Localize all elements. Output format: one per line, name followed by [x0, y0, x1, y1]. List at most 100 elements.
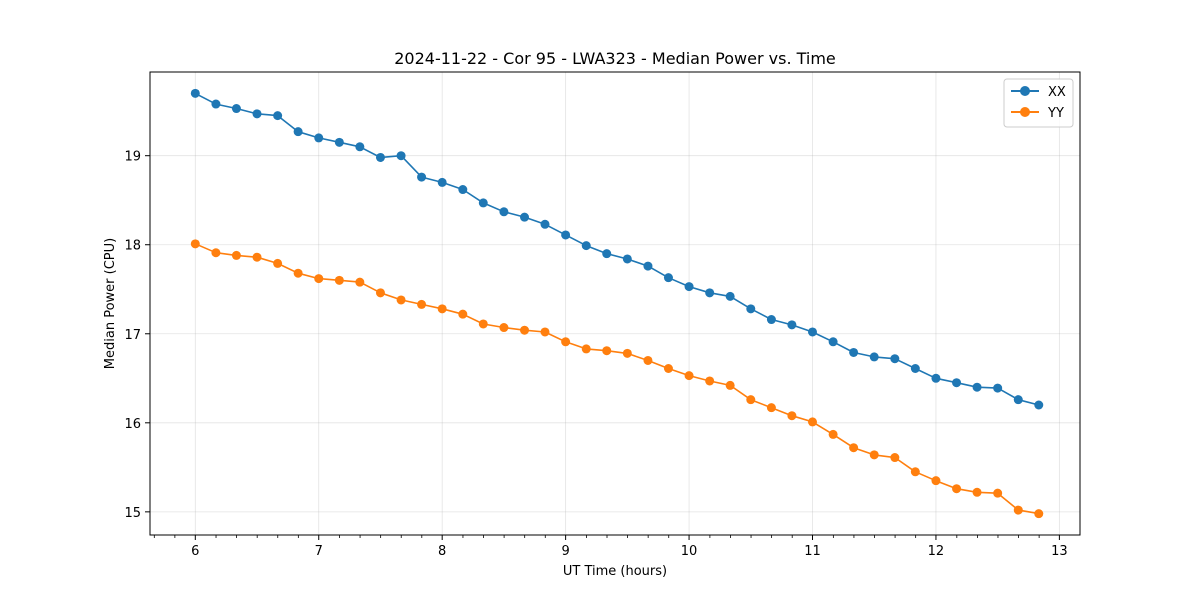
plot-frame: [149, 71, 1081, 536]
x-axis: 6 7 8 9 10 11 12 13: [153, 535, 1068, 559]
series-xx-point: [705, 288, 715, 298]
series-yy-point: [561, 337, 571, 347]
series-xx-point: [849, 347, 859, 357]
series-layer: [190, 88, 1044, 519]
series-yy-point: [273, 258, 283, 268]
series-xx-point: [787, 320, 797, 330]
series-xx-point: [458, 185, 468, 195]
series-yy-point: [643, 355, 653, 365]
series-xx-point: [252, 109, 262, 119]
y-axis-label: Median Power (CPU): [103, 238, 118, 369]
legend-yy-marker: [1020, 107, 1030, 117]
series-xx-point: [910, 363, 920, 373]
series-yy-point: [890, 453, 900, 463]
x-tick-label: 10: [681, 544, 698, 559]
series-xx-point: [972, 382, 982, 392]
series-yy-point: [1013, 505, 1023, 515]
series-xx-point: [890, 354, 900, 364]
series-yy-point: [252, 252, 262, 262]
series-yy-point: [828, 429, 838, 439]
series-xx-point: [211, 99, 221, 109]
legend-yy-label: YY: [1047, 106, 1064, 121]
series-yy-point: [458, 309, 468, 319]
series-yy-point: [478, 319, 488, 329]
series-xx-point: [478, 198, 488, 208]
series-yy-point: [869, 450, 879, 460]
series-xx-point: [540, 219, 550, 229]
series-xx-point: [273, 111, 283, 121]
x-tick-label: 13: [1051, 544, 1068, 559]
series-yy-point: [1034, 509, 1044, 519]
series-yy-point: [396, 295, 406, 305]
series-yy-point: [334, 275, 344, 285]
series-yy-point: [952, 484, 962, 494]
series-yy-point: [663, 363, 673, 373]
series-yy-point: [972, 487, 982, 497]
series-yy-point: [520, 325, 530, 335]
series-xx-point: [561, 230, 571, 240]
series-xx-point: [602, 249, 612, 259]
series-yy-point: [725, 380, 735, 390]
legend-xx-label: XX: [1048, 85, 1066, 100]
chart-title: 2024-11-22 - Cor 95 - LWA323 - Median Po…: [394, 49, 836, 68]
series-yy-point: [499, 323, 509, 333]
series-xx-point: [396, 151, 406, 161]
series-xx-point: [1013, 395, 1023, 405]
series-yy-point: [375, 288, 385, 298]
series-xx-point: [766, 315, 776, 325]
x-tick-label: 11: [804, 544, 821, 559]
series-yy-point: [746, 395, 756, 405]
series-xx-point: [520, 212, 530, 222]
series-yy-point: [437, 304, 447, 314]
series-xx-point: [993, 383, 1003, 393]
series-yy-point: [766, 403, 776, 413]
series-xx-point: [334, 137, 344, 147]
series-xx-point: [663, 273, 673, 283]
y-tick-label: 19: [124, 150, 141, 165]
y-axis: 15 16 17 18 19: [124, 150, 150, 521]
series-xx-point: [231, 104, 241, 114]
series-xx-point: [1034, 400, 1044, 410]
series-xx-point: [499, 207, 509, 217]
legend-xx-marker: [1020, 86, 1030, 96]
series-xx-point: [581, 241, 591, 251]
grid: [150, 72, 1080, 535]
series-yy-point: [622, 348, 632, 358]
series-yy-point: [231, 250, 241, 260]
x-tick-label: 6: [191, 544, 199, 559]
series-xx-point: [643, 261, 653, 271]
series-yy-point: [211, 248, 221, 258]
series-xx-point: [417, 172, 427, 182]
series-yy-point: [849, 443, 859, 453]
x-axis-label: UT Time (hours): [563, 564, 667, 579]
series-yy-point: [540, 327, 550, 337]
x-tick-label: 7: [315, 544, 323, 559]
series-yy-point: [931, 476, 941, 486]
series-xx-point: [684, 282, 694, 292]
series-yy-point: [808, 417, 818, 427]
series-xx-point: [293, 127, 303, 137]
series-xx-point: [808, 327, 818, 337]
series-xx-point: [314, 133, 324, 143]
y-tick-label: 15: [124, 506, 141, 521]
series-xx-point: [190, 88, 200, 98]
legend: XX YY: [1003, 78, 1074, 128]
series-yy-point: [787, 411, 797, 421]
series-yy-point: [581, 344, 591, 354]
series-yy-point: [602, 346, 612, 356]
series-xx-point: [828, 337, 838, 347]
series-xx-point: [375, 152, 385, 162]
series-yy-point: [190, 239, 200, 249]
series-yy-point: [417, 299, 427, 309]
series-xx-point: [725, 291, 735, 301]
series-xx-point: [869, 352, 879, 362]
y-tick-label: 17: [124, 328, 141, 343]
series-yy-point: [355, 277, 365, 287]
x-tick-label: 12: [928, 544, 945, 559]
series-xx-point: [746, 304, 756, 314]
y-tick-label: 16: [124, 417, 141, 432]
series-xx-point: [931, 373, 941, 383]
series-xx-point: [355, 142, 365, 152]
series-xx-point: [437, 177, 447, 187]
